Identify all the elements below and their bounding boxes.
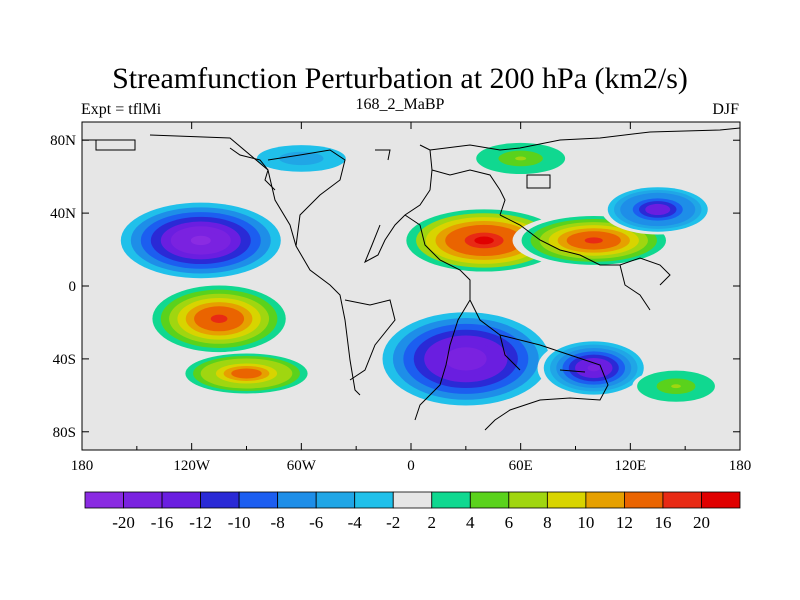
x-tick-label: 120E: [614, 458, 646, 474]
contour-level: [474, 236, 494, 245]
y-tick-label: 0: [69, 279, 77, 295]
colorbar-label: 10: [577, 513, 594, 532]
contour-level: [584, 237, 603, 244]
colorbar-label: 16: [654, 513, 671, 532]
experiment-label: Expt = tflMi: [81, 101, 162, 118]
anomaly-9: [470, 140, 571, 176]
contour-field: [110, 140, 720, 412]
colorbar-swatch: [123, 491, 163, 509]
colorbar-label: 20: [693, 513, 710, 532]
colorbar-swatch: [701, 491, 741, 509]
anomaly-2: [177, 350, 316, 396]
colorbar-swatch: [84, 491, 124, 509]
contour-level: [238, 370, 255, 376]
colorbar-label: -6: [309, 513, 323, 532]
colorbar-swatch: [431, 491, 471, 509]
colorbar-swatch: [161, 491, 201, 509]
contour-level: [295, 156, 307, 161]
colorbar-swatch: [508, 491, 548, 509]
colorbar-label: -20: [112, 513, 135, 532]
colorbar-swatch: [585, 491, 625, 509]
colorbar-swatch: [315, 491, 356, 509]
colorbar-swatch: [277, 491, 317, 509]
season-label: DJF: [712, 101, 739, 118]
colorbar-swatch: [662, 491, 702, 509]
anomaly-1: [144, 281, 295, 357]
x-tick-label: 120W: [173, 458, 211, 474]
colorbar-label: -12: [189, 513, 212, 532]
x-tick-label: 60E: [509, 458, 533, 474]
colorbar-label: 2: [428, 513, 437, 532]
y-tick-label: 80S: [53, 425, 76, 441]
y-tick-label: 40N: [50, 206, 76, 222]
x-tick-label: 180: [729, 458, 752, 474]
y-axis: 80N 40N 0 40S 80S: [50, 133, 740, 441]
x-tick-label: 60W: [287, 458, 317, 474]
coastline: [82, 127, 740, 431]
contour-level: [651, 206, 664, 213]
colorbar-swatch: [546, 491, 587, 509]
anomaly-8: [251, 143, 352, 174]
colorbar-label: 6: [505, 513, 514, 532]
colorbar-label: -2: [386, 513, 400, 532]
contour-level: [210, 314, 228, 323]
colorbar-swatch: [354, 491, 394, 509]
x-tick-label: 180: [71, 458, 94, 474]
colorbar-label: -4: [348, 513, 363, 532]
contour-level: [455, 353, 477, 365]
contour-level: [671, 384, 681, 389]
chart-title: Streamfunction Perturbation at 200 hPa (…: [112, 62, 688, 95]
y-tick-label: 40S: [53, 352, 76, 368]
anomaly-4: [512, 212, 676, 268]
contour-level: [190, 235, 211, 246]
anomaly-0: [110, 197, 291, 283]
colorbar-label: 12: [616, 513, 633, 532]
colorbar-swatch: [469, 491, 510, 509]
colorbar-swatch: [200, 491, 240, 509]
x-axis: 180 120W 60W 0 60E 120E 180: [71, 122, 752, 474]
contour-level: [587, 364, 601, 372]
colorbar-label: -8: [271, 513, 285, 532]
colorbar-swatch: [624, 491, 664, 509]
colorbar: -20 -16 -12 -10 -8 -6 -4 -2 2 4 6 8 10 12 16 20: [84, 491, 741, 532]
colorbar-label: -16: [151, 513, 174, 532]
anomaly-3: [396, 205, 572, 276]
colorbar-swatch: [238, 491, 279, 509]
colorbar-label: 8: [543, 513, 552, 532]
anomaly-10: [632, 368, 720, 404]
anomaly-7: [601, 184, 714, 235]
run-label: 168_2_MaBP: [355, 96, 445, 113]
colorbar-swatch: [392, 491, 433, 509]
y-tick-label: 80N: [50, 133, 76, 149]
anomaly-5: [372, 306, 560, 412]
colorbar-label: -10: [228, 513, 251, 532]
contour-level: [515, 156, 527, 161]
colorbar-label: 4: [466, 513, 475, 532]
x-tick-label: 0: [407, 458, 415, 474]
